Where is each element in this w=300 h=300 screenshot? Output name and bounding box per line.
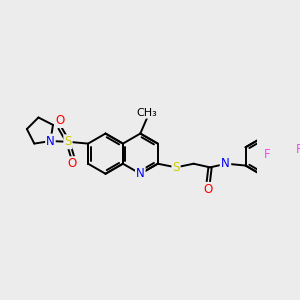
Text: O: O [68,157,77,170]
Text: O: O [204,183,213,196]
Text: S: S [172,161,180,174]
Text: H: H [223,157,230,167]
Text: N: N [136,167,145,180]
Text: F: F [296,142,300,156]
Text: CH₃: CH₃ [136,108,157,118]
Text: N: N [221,157,230,170]
Text: O: O [55,114,64,127]
Text: N: N [46,134,55,148]
Text: S: S [64,135,72,148]
Text: F: F [263,148,270,161]
